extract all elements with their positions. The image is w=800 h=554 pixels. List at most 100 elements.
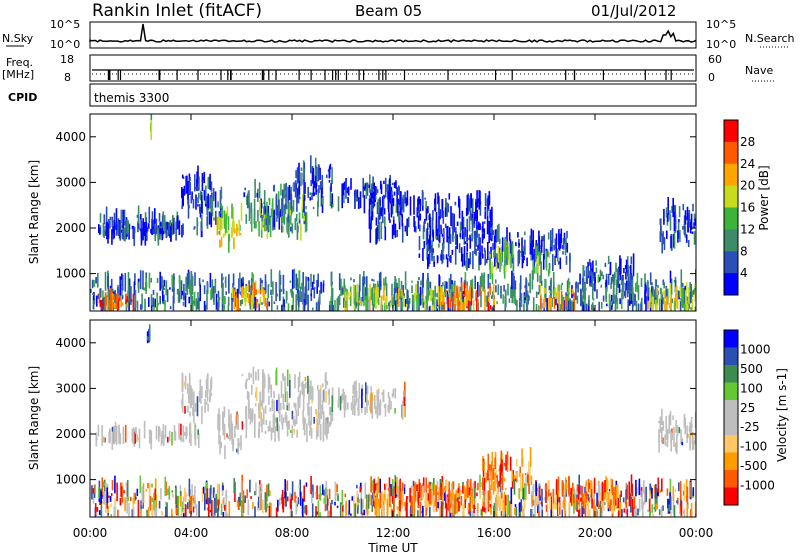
scatter-cell xyxy=(313,181,315,187)
scatter-cell xyxy=(93,280,96,287)
scatter-cell xyxy=(513,275,515,290)
scatter-cell xyxy=(298,394,301,407)
scatter-cell xyxy=(297,186,300,204)
scatter-cell xyxy=(122,426,125,444)
scatter-cell xyxy=(263,190,266,210)
scatter-cell xyxy=(449,512,452,517)
scatter-cell xyxy=(241,287,243,298)
scatter-cell xyxy=(210,392,213,397)
scatter-cell xyxy=(625,501,628,508)
scatter-cell xyxy=(314,174,317,184)
scatter-cell xyxy=(396,506,399,510)
scatter-cell xyxy=(278,212,281,230)
scatter-cell xyxy=(411,495,413,515)
scatter-cell xyxy=(113,220,115,239)
scatter-cell xyxy=(199,190,202,201)
scatter-cell xyxy=(438,202,440,212)
scatter-cell xyxy=(160,488,162,500)
scatter-cell xyxy=(402,484,405,488)
scatter-cell xyxy=(232,438,234,449)
scatter-cell xyxy=(330,272,333,286)
scatter-cell xyxy=(683,288,685,304)
scatter-cell xyxy=(331,387,334,401)
scatter-cell xyxy=(294,218,297,231)
scatter-cell xyxy=(396,282,399,292)
scatter-cell xyxy=(317,390,320,409)
scatter-cell xyxy=(466,218,468,230)
scatter-cell xyxy=(511,270,513,290)
scatter-cell xyxy=(379,280,382,287)
scatter-cell xyxy=(520,473,522,492)
scatter-cell xyxy=(267,374,270,380)
scatter-cell xyxy=(491,273,494,284)
scatter-cell xyxy=(246,378,248,382)
scatter-cell xyxy=(651,282,653,286)
scatter-cell xyxy=(619,494,621,503)
scatter-cell xyxy=(489,254,491,258)
scatter-cell xyxy=(366,300,369,310)
scatter-cell xyxy=(285,415,288,427)
scatter-cell xyxy=(615,262,617,272)
scatter-cell xyxy=(397,508,400,517)
scatter-cell xyxy=(516,458,518,467)
scatter-cell xyxy=(505,496,508,515)
scatter-cell xyxy=(499,465,501,483)
scatter-cell xyxy=(198,298,200,311)
scatter-cell xyxy=(266,201,268,219)
scatter-cell xyxy=(240,291,242,295)
scatter-cell xyxy=(166,289,169,303)
scatter-cell xyxy=(358,297,360,301)
scatter-cell xyxy=(694,432,696,445)
scatter-cell xyxy=(257,501,259,511)
scatter-cell xyxy=(288,184,291,200)
scatter-cell xyxy=(319,181,322,190)
scatter-cell xyxy=(661,427,663,443)
scatter-cell xyxy=(258,403,260,411)
scatter-cell xyxy=(195,194,197,210)
scatter-cell xyxy=(614,308,617,311)
colorbar-frame xyxy=(723,329,739,506)
scatter-cell xyxy=(215,493,217,513)
scatter-cell xyxy=(644,273,646,285)
scatter-cell xyxy=(241,421,244,430)
scatter-cell xyxy=(136,434,138,442)
scatter-cell xyxy=(469,509,472,517)
colorbar-tick-label: -25 xyxy=(740,420,760,434)
scatter-cell xyxy=(132,293,135,311)
scatter-cell xyxy=(250,496,252,499)
scatter-cell xyxy=(396,477,398,494)
scatter-cell xyxy=(193,391,195,407)
scatter-cell xyxy=(479,487,481,499)
scatter-cell xyxy=(198,390,201,403)
scatter-cell xyxy=(381,492,384,502)
scatter-cell xyxy=(173,273,175,292)
scatter-cell xyxy=(546,249,549,253)
scatter-cell xyxy=(383,493,386,501)
scatter-cell xyxy=(624,265,627,270)
scatter-cell xyxy=(120,482,122,497)
scatter-cell xyxy=(162,221,165,231)
scatter-cell xyxy=(412,480,415,490)
scatter-cell xyxy=(670,235,672,248)
scatter-cell xyxy=(573,292,576,311)
scatter-cell xyxy=(482,477,484,491)
scatter-cell xyxy=(301,204,304,219)
scatter-cell xyxy=(121,302,124,306)
scatter-cell xyxy=(288,420,290,430)
scatter-cell xyxy=(603,502,606,505)
scatter-cell xyxy=(403,293,405,298)
scatter-cell xyxy=(237,502,240,510)
scatter-cell xyxy=(437,285,440,305)
scatter-cell xyxy=(588,258,591,266)
scatter-cell xyxy=(549,290,552,294)
scatter-cell xyxy=(123,209,126,226)
scatter-cell xyxy=(579,273,581,285)
scatter-cell xyxy=(680,494,682,506)
freq-panel: Freq. [MHz] 18 8 60 0 Nave xyxy=(2,53,775,84)
scatter-cell xyxy=(672,197,674,218)
scatter-cell xyxy=(117,509,119,517)
scatter-cell xyxy=(597,274,600,283)
scatter-cell xyxy=(305,286,307,305)
scatter-cell xyxy=(245,285,247,302)
scatter-cell xyxy=(619,298,621,305)
